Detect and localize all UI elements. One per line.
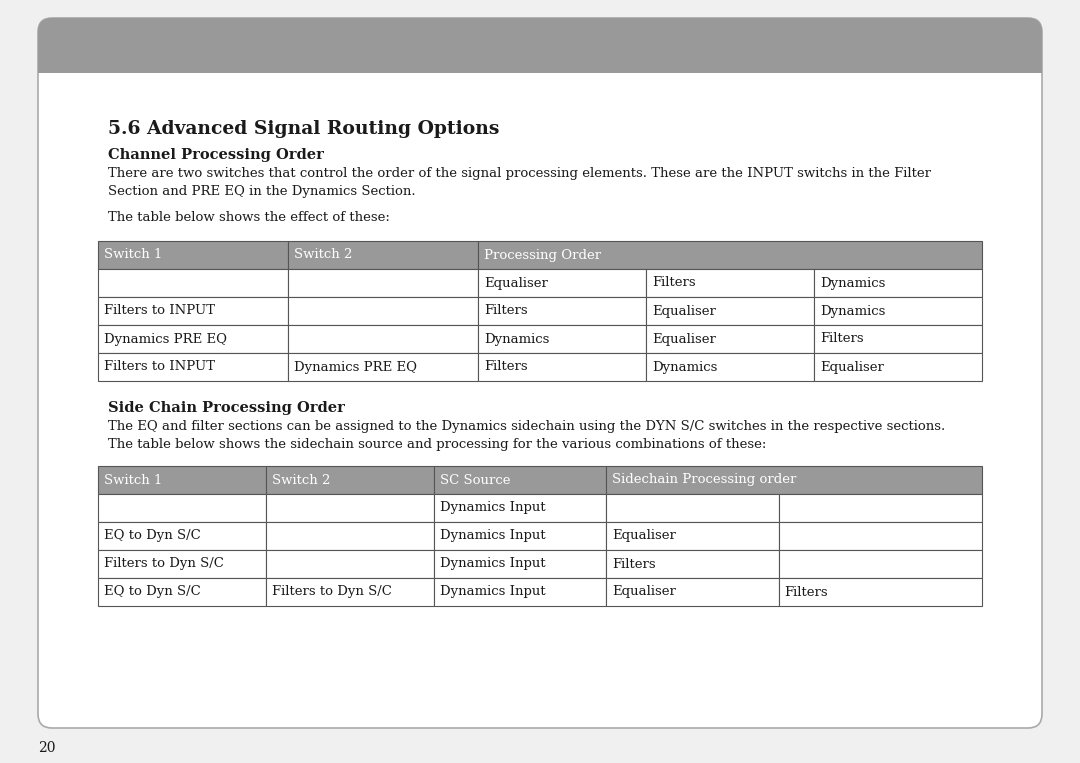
Text: 20: 20 xyxy=(38,741,55,755)
Bar xyxy=(266,466,434,494)
Bar xyxy=(434,550,606,578)
Text: SC Source: SC Source xyxy=(440,474,511,487)
Text: Dynamics Input: Dynamics Input xyxy=(440,558,545,571)
Bar xyxy=(606,578,779,606)
Text: Equaliser: Equaliser xyxy=(652,304,716,317)
Bar xyxy=(646,353,814,381)
Bar xyxy=(266,578,434,606)
Bar xyxy=(434,494,606,522)
Bar xyxy=(288,325,478,353)
Text: Equaliser: Equaliser xyxy=(612,585,676,598)
Text: EQ to Dyn S/C: EQ to Dyn S/C xyxy=(104,530,201,542)
Bar xyxy=(478,297,646,325)
Text: The EQ and filter sections can be assigned to the Dynamics sidechain using the D: The EQ and filter sections can be assign… xyxy=(108,420,945,451)
Bar xyxy=(288,241,478,269)
Text: Dynamics: Dynamics xyxy=(484,333,550,346)
Bar xyxy=(38,45,1042,73)
Bar xyxy=(288,269,478,297)
Text: Switch 1: Switch 1 xyxy=(104,249,162,262)
Bar xyxy=(646,325,814,353)
Bar xyxy=(98,353,288,381)
Text: Equaliser: Equaliser xyxy=(652,333,716,346)
Text: EQ to Dyn S/C: EQ to Dyn S/C xyxy=(104,585,201,598)
Bar xyxy=(814,325,982,353)
Text: Filters to Dyn S/C: Filters to Dyn S/C xyxy=(104,558,224,571)
Bar xyxy=(98,241,288,269)
Bar xyxy=(814,353,982,381)
FancyBboxPatch shape xyxy=(38,18,1042,73)
Text: Dynamics Input: Dynamics Input xyxy=(440,530,545,542)
Bar xyxy=(606,550,779,578)
Bar xyxy=(606,494,779,522)
Bar xyxy=(266,494,434,522)
Text: Dynamics: Dynamics xyxy=(652,360,717,374)
Bar xyxy=(646,297,814,325)
Text: There are two switches that control the order of the signal processing elements.: There are two switches that control the … xyxy=(108,167,931,198)
Text: Switch 2: Switch 2 xyxy=(294,249,352,262)
Bar xyxy=(478,241,982,269)
Bar xyxy=(478,353,646,381)
Text: Filters to INPUT: Filters to INPUT xyxy=(104,360,215,374)
Bar xyxy=(98,494,266,522)
Text: Filters: Filters xyxy=(652,276,696,289)
Text: Channel Processing Order: Channel Processing Order xyxy=(108,148,324,162)
Text: The table below shows the effect of these:: The table below shows the effect of thes… xyxy=(108,211,390,224)
Bar xyxy=(478,325,646,353)
Bar xyxy=(266,522,434,550)
Text: Filters: Filters xyxy=(612,558,656,571)
Text: Dynamics: Dynamics xyxy=(820,276,886,289)
Bar xyxy=(606,522,779,550)
Text: Dynamics: Dynamics xyxy=(820,304,886,317)
Bar xyxy=(814,297,982,325)
Bar xyxy=(98,578,266,606)
Text: Equaliser: Equaliser xyxy=(484,276,548,289)
Bar xyxy=(646,269,814,297)
Bar xyxy=(266,550,434,578)
Text: Dynamics Input: Dynamics Input xyxy=(440,501,545,514)
Text: Dynamics Input: Dynamics Input xyxy=(440,585,545,598)
Text: Filters: Filters xyxy=(785,585,828,598)
Text: Filters to Dyn S/C: Filters to Dyn S/C xyxy=(272,585,392,598)
Bar xyxy=(288,353,478,381)
Text: Dynamics PRE EQ: Dynamics PRE EQ xyxy=(104,333,227,346)
Text: Switch 2: Switch 2 xyxy=(272,474,330,487)
Bar xyxy=(478,269,646,297)
Bar xyxy=(98,522,266,550)
Text: 5.6 Advanced Signal Routing Options: 5.6 Advanced Signal Routing Options xyxy=(108,120,499,138)
Text: Switch 1: Switch 1 xyxy=(104,474,162,487)
Text: Side Chain Processing Order: Side Chain Processing Order xyxy=(108,401,345,415)
Bar xyxy=(98,269,288,297)
Bar xyxy=(434,522,606,550)
Bar xyxy=(434,466,606,494)
Bar xyxy=(98,466,266,494)
Text: Equaliser: Equaliser xyxy=(820,360,883,374)
Text: Sidechain Processing order: Sidechain Processing order xyxy=(612,474,797,487)
Text: Processing Order: Processing Order xyxy=(484,249,602,262)
Bar xyxy=(779,522,982,550)
Bar xyxy=(98,325,288,353)
Text: Equaliser: Equaliser xyxy=(612,530,676,542)
Bar xyxy=(606,466,982,494)
Text: Filters: Filters xyxy=(484,360,528,374)
FancyBboxPatch shape xyxy=(38,18,1042,728)
Bar xyxy=(434,578,606,606)
Bar xyxy=(98,297,288,325)
Text: Filters to INPUT: Filters to INPUT xyxy=(104,304,215,317)
Text: Filters: Filters xyxy=(820,333,864,346)
Bar xyxy=(814,269,982,297)
Bar xyxy=(98,550,266,578)
Bar xyxy=(779,494,982,522)
Bar xyxy=(779,550,982,578)
Text: Filters: Filters xyxy=(484,304,528,317)
Bar xyxy=(779,578,982,606)
Bar xyxy=(288,297,478,325)
Text: Dynamics PRE EQ: Dynamics PRE EQ xyxy=(294,360,417,374)
